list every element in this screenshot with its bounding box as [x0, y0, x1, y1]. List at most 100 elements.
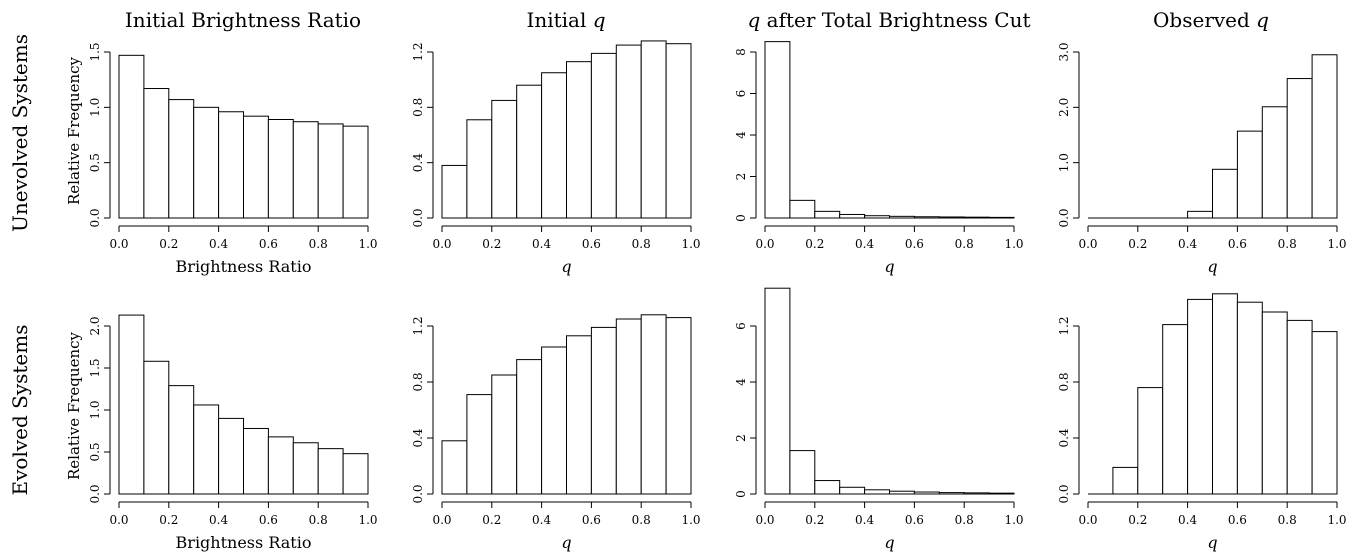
- y-tick-label: 8: [734, 48, 748, 56]
- histogram-bar: [1311, 54, 1338, 219]
- panel-unevolved-q-after-cut: 0.0 0.2 0.4 0.6 0.8 1.0 q 0 2 4 6 8: [734, 41, 1024, 276]
- histogram-bar: [243, 427, 269, 495]
- histogram-bar: [1212, 293, 1238, 495]
- x-tick-label: 0.8: [309, 513, 328, 527]
- x-axis-label: Brightness Ratio: [176, 257, 312, 276]
- x-tick-label: 0.8: [1278, 513, 1297, 527]
- x-tick-label: 0.0: [1078, 513, 1097, 527]
- histogram-bar: [267, 436, 294, 495]
- x-tick-label: 0.4: [209, 513, 228, 527]
- histogram-bar: [839, 213, 866, 219]
- y-tick-label: 0.5: [88, 442, 102, 461]
- x-tick-label: 0.4: [1178, 513, 1197, 527]
- x-tick-label: 0.2: [482, 237, 501, 251]
- histogram-bar: [1286, 78, 1313, 219]
- histogram-bar: [218, 417, 245, 495]
- histogram-bar: [814, 480, 841, 495]
- x-tick-label: 0.6: [259, 513, 278, 527]
- panel-unevolved-initial-q: 0.0 0.2 0.4 0.6 0.8 1.0 q 0.0 0.4 0.8 1.2: [411, 40, 701, 276]
- x-tick-label: 0.8: [1278, 237, 1297, 251]
- x-axis-label: q: [561, 257, 571, 276]
- x-tick-label: 0.0: [755, 513, 774, 527]
- histogram-bar: [243, 115, 269, 219]
- x-tick-label: 1.0: [681, 237, 700, 251]
- x-tick-label: 0.6: [905, 237, 924, 251]
- y-tick-label: 0.8: [1057, 372, 1071, 391]
- x-axis-label: Brightness Ratio: [176, 533, 312, 552]
- x-tick-label: 0.6: [259, 237, 278, 251]
- y-tick-label: 3.0: [1057, 42, 1071, 61]
- y-tick-label: 1.0: [88, 98, 102, 117]
- y-tick-label: 0.4: [411, 428, 425, 447]
- x-tick-label: 0.4: [1178, 237, 1197, 251]
- histogram-bar: [665, 43, 692, 219]
- histogram-bar: [193, 106, 220, 219]
- x-tick-label: 0.2: [482, 513, 501, 527]
- x-tick-label: 1.0: [1327, 237, 1346, 251]
- histogram-bar: [267, 119, 294, 219]
- y-tick-label: 1.2: [411, 42, 425, 61]
- histogram-bar: [566, 335, 592, 495]
- x-tick-label: 1.0: [681, 513, 700, 527]
- y-axis-label: Relative Frequency: [65, 56, 83, 205]
- column-title-initial-brightness-ratio: Initial Brightness Ratio: [125, 8, 361, 32]
- column-title-observed-q: Observed q: [1153, 8, 1269, 32]
- panel-evolved-q-after-cut: 0.0 0.2 0.4 0.6 0.8 1.0 q 0 2 4 6: [734, 287, 1024, 552]
- x-tick-label: 0.6: [582, 513, 601, 527]
- y-tick-label: 0.0: [88, 208, 102, 227]
- histogram-bar: [590, 326, 617, 495]
- y-axis-label: Relative Frequency: [65, 331, 83, 480]
- y-tick-label: 0.0: [1057, 208, 1071, 227]
- x-tick-label: 1.0: [358, 513, 377, 527]
- histogram-bar: [764, 287, 791, 495]
- histogram-bar: [118, 314, 145, 495]
- histogram-bar: [1187, 298, 1213, 495]
- y-tick-label: 4: [734, 131, 748, 139]
- panel-evolved-initial-q: 0.0 0.2 0.4 0.6 0.8 1.0 q 0.0 0.4 0.8 1.2: [411, 314, 701, 552]
- y-tick-label: 1.0: [88, 400, 102, 419]
- histogram-bar: [441, 440, 468, 495]
- x-tick-label: 0.0: [1078, 237, 1097, 251]
- x-tick-label: 0.2: [159, 237, 178, 251]
- y-tick-label: 0: [734, 490, 748, 498]
- x-axis-label: q: [884, 533, 894, 552]
- x-tick-label: 0.2: [1128, 513, 1147, 527]
- x-tick-label: 0.6: [1228, 237, 1247, 251]
- histogram-bar: [789, 450, 816, 495]
- x-axis-label: q: [561, 533, 571, 552]
- histogram-bar: [441, 164, 468, 219]
- histogram-bar: [1212, 168, 1238, 219]
- x-tick-label: 0.6: [905, 513, 924, 527]
- histogram-bar: [640, 40, 667, 219]
- y-tick-label: 0.4: [1057, 428, 1071, 447]
- histogram-bar: [1236, 130, 1263, 219]
- histogram-bar: [1261, 106, 1288, 219]
- y-tick-label: 0.5: [88, 153, 102, 172]
- y-tick-label: 0: [734, 214, 748, 222]
- histogram-bar: [168, 99, 195, 219]
- histogram-bar: [1261, 311, 1288, 495]
- x-tick-label: 0.0: [432, 237, 451, 251]
- x-tick-label: 0.4: [532, 513, 551, 527]
- histogram-bar: [1286, 319, 1313, 495]
- y-tick-label: 1.2: [1057, 316, 1071, 335]
- x-tick-label: 0.2: [805, 237, 824, 251]
- histogram-bar: [541, 72, 567, 219]
- y-tick-label: 6: [734, 322, 748, 330]
- histogram-bar: [342, 125, 369, 219]
- histogram-bar: [491, 99, 518, 219]
- histogram-bar: [640, 314, 667, 495]
- y-tick-label: 2.0: [88, 316, 102, 335]
- histogram-bar: [143, 360, 170, 495]
- y-tick-label: 0.0: [88, 484, 102, 503]
- column-title-initial-q: Initial q: [526, 8, 605, 32]
- histogram-bar: [1311, 331, 1338, 495]
- histogram-bar: [1187, 210, 1213, 219]
- x-tick-label: 0.8: [632, 237, 651, 251]
- x-tick-label: 0.8: [955, 237, 974, 251]
- x-tick-label: 0.4: [209, 237, 228, 251]
- histogram-bar: [839, 486, 866, 495]
- x-tick-label: 0.0: [109, 513, 128, 527]
- x-tick-label: 0.4: [855, 237, 874, 251]
